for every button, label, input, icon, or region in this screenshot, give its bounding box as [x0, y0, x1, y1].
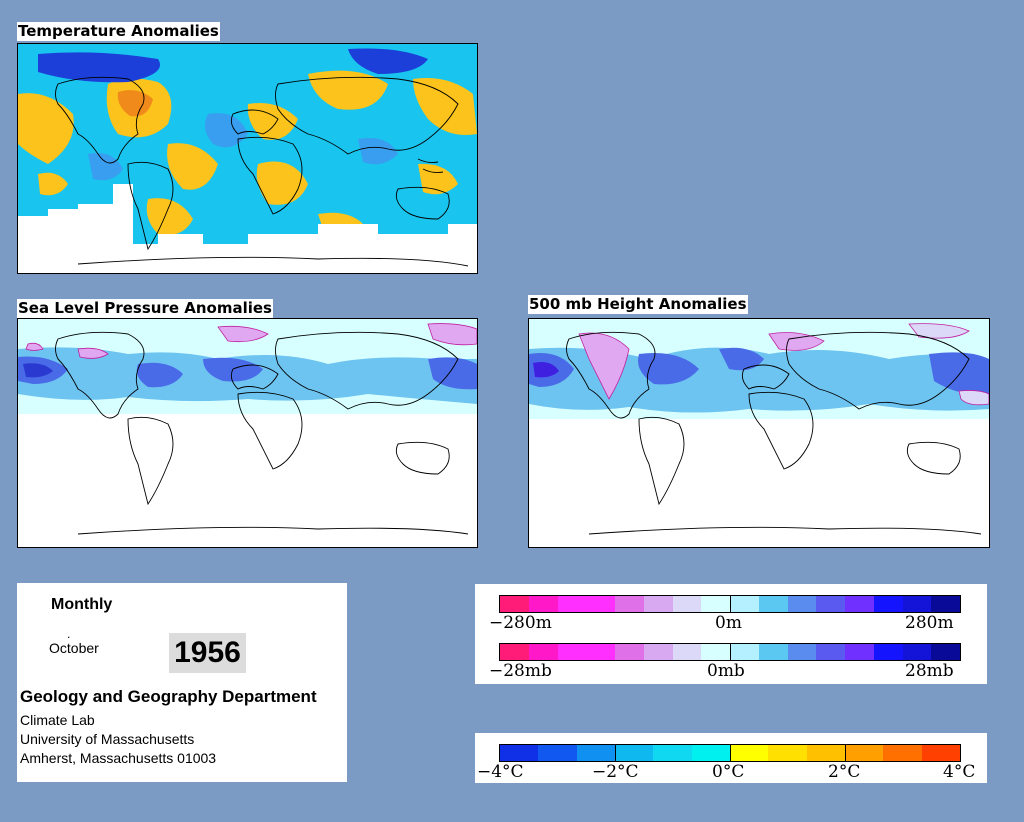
height-scale-swatch — [787, 596, 817, 612]
height-scale-swatch — [500, 596, 529, 612]
height-anomaly-map — [528, 318, 990, 548]
height-scale-swatch — [615, 596, 644, 612]
temperature-panel-title: Temperature Anomalies — [17, 22, 220, 41]
pressure-scale-swatch — [557, 644, 587, 660]
temperature-scale-swatch — [729, 745, 769, 761]
temp-zero-label: 0°C — [712, 762, 745, 782]
height-scale-swatch — [845, 596, 874, 612]
pressure-scale-swatch — [643, 644, 673, 660]
height-scale-swatch — [873, 596, 903, 612]
pressure-min-label: −28mb — [489, 661, 552, 681]
temp-tick-plus2 — [845, 744, 846, 762]
height-scale-swatch — [672, 596, 702, 612]
pressure-scale-swatch — [701, 644, 730, 660]
height-scale-swatch — [931, 596, 960, 612]
height-scale-swatch — [557, 596, 587, 612]
pressure-scale-swatch — [931, 644, 960, 660]
temperature-scale-swatch — [768, 745, 807, 761]
month-label: October — [49, 640, 99, 656]
height-scale-swatch — [528, 596, 558, 612]
pressure-scale-swatch — [500, 644, 529, 660]
temperature-scale-swatch — [883, 745, 922, 761]
temperature-scale-swatch — [691, 745, 730, 761]
height-scale-swatch — [643, 596, 673, 612]
pressure-max-label: 28mb — [905, 661, 954, 681]
pressure-scale-swatch — [528, 644, 558, 660]
pressure-scale-swatch — [615, 644, 644, 660]
temperature-scale-swatch — [844, 745, 884, 761]
height-panel-title: 500 mb Height Anomalies — [528, 295, 748, 314]
height-scale-swatch — [816, 596, 845, 612]
pressure-scale-swatch — [586, 644, 615, 660]
university-name: University of Massachusetts — [20, 731, 195, 747]
temperature-anomaly-map — [17, 43, 478, 274]
height-min-label: −280m — [489, 613, 552, 633]
frequency-label: Monthly — [51, 596, 113, 613]
pressure-zero-tick — [730, 643, 731, 661]
temp-tick-zero — [730, 744, 731, 762]
temp-max-label: 4°C — [943, 762, 976, 782]
pressure-zero-label: 0mb — [707, 661, 745, 681]
height-zero-label: 0m — [715, 613, 742, 633]
pressure-scale-swatch — [845, 644, 874, 660]
height-scale-swatch — [758, 596, 788, 612]
temperature-legend: −4°C −2°C 0°C 2°C 4°C — [475, 733, 987, 783]
pressure-scale-swatch — [787, 644, 817, 660]
pressure-scale-swatch — [873, 644, 903, 660]
temp-minus2-label: −2°C — [592, 762, 639, 782]
pressure-scale-swatch — [816, 644, 845, 660]
height-color-scale — [499, 595, 961, 613]
pressure-scale-swatch — [758, 644, 788, 660]
height-scale-swatch — [902, 596, 932, 612]
department-name: Geology and Geography Department — [20, 687, 317, 706]
temperature-scale-swatch — [614, 745, 654, 761]
pressure-scale-swatch — [730, 644, 759, 660]
height-scale-swatch — [730, 596, 759, 612]
bullet-dot: . — [67, 627, 71, 641]
height-pressure-legend: −280m 0m 280m −28mb 0mb 28mb — [475, 584, 987, 684]
height-max-label: 280m — [905, 613, 954, 633]
temperature-scale-swatch — [653, 745, 692, 761]
temp-min-label: −4°C — [477, 762, 524, 782]
height-scale-swatch — [586, 596, 615, 612]
info-panel: Monthly . October 1956 Geology and Geogr… — [17, 583, 347, 782]
lab-name: Climate Lab — [20, 712, 95, 728]
temperature-scale-swatch — [500, 745, 539, 761]
slp-anomaly-map — [17, 318, 478, 548]
temperature-scale-swatch — [806, 745, 845, 761]
height-scale-swatch — [701, 596, 730, 612]
pressure-scale-swatch — [902, 644, 932, 660]
address-line: Amherst, Massachusetts 01003 — [20, 750, 217, 766]
temperature-scale-swatch — [538, 745, 577, 761]
pressure-scale-swatch — [672, 644, 702, 660]
slp-panel-title: Sea Level Pressure Anomalies — [17, 299, 273, 318]
temperature-scale-swatch — [576, 745, 615, 761]
temp-tick-minus2 — [615, 744, 616, 762]
height-zero-tick — [730, 595, 731, 613]
year-display: 1956 — [169, 633, 246, 673]
temp-plus2-label: 2°C — [828, 762, 861, 782]
temperature-scale-swatch — [921, 745, 960, 761]
